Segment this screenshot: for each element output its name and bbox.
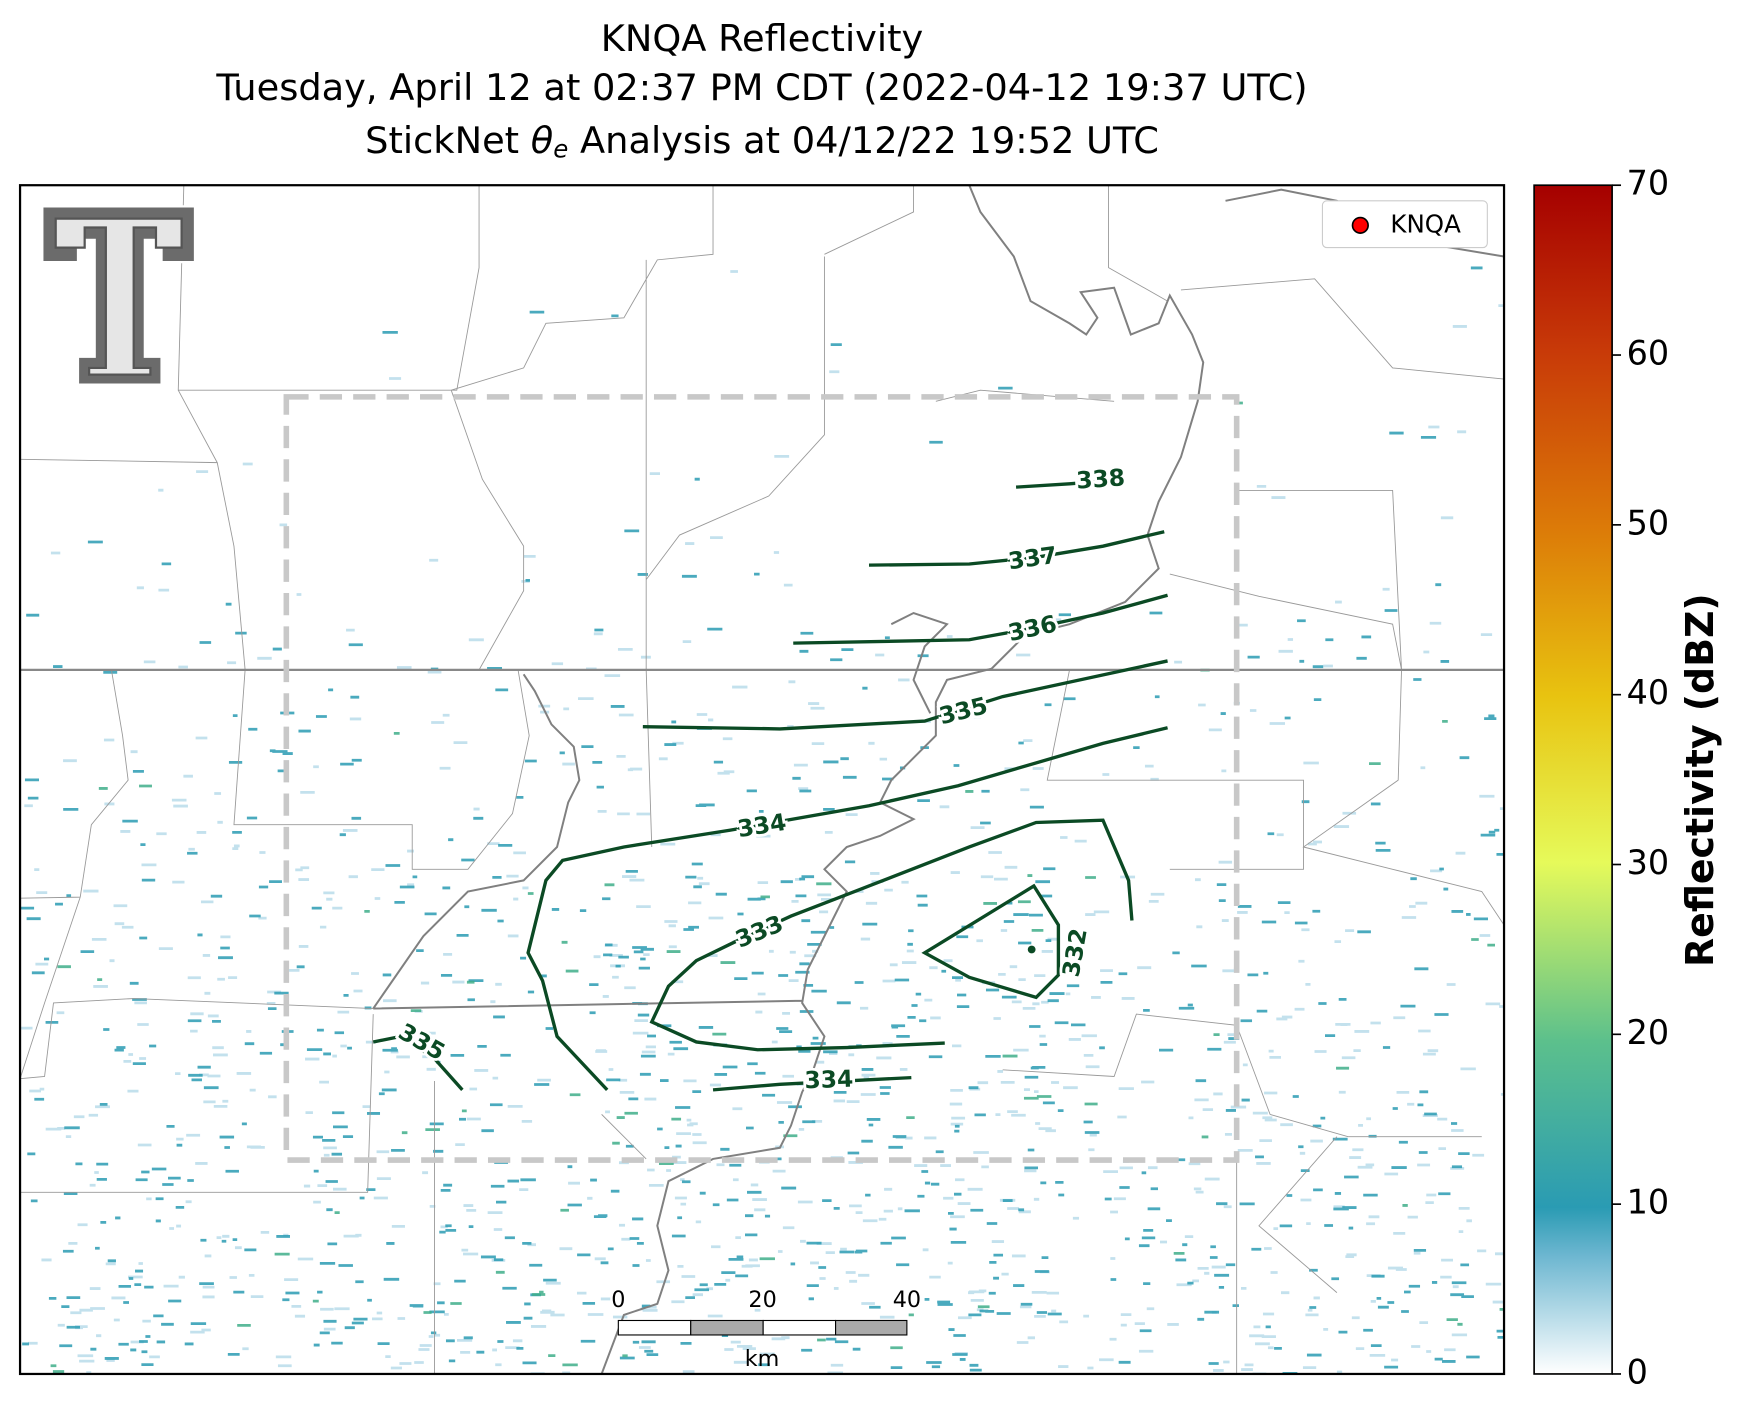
legend: KNQA	[1321, 200, 1488, 249]
contour-label: 338	[1075, 463, 1126, 494]
legend-marker	[1351, 216, 1369, 234]
contour	[372, 1034, 464, 1091]
scale-label: 40	[893, 1287, 921, 1313]
title: KNQA Reflectivity	[601, 17, 924, 60]
title-text: StickNet	[365, 118, 531, 161]
colorbar: Reflectivity (dBZ) 0 10 20 30 40 50 60 70	[1533, 164, 1722, 1391]
legend-box	[1321, 200, 1488, 249]
map-frame	[18, 184, 1506, 1376]
contour	[868, 530, 1165, 567]
scale-segment	[617, 1319, 692, 1336]
colorbar-tick-label: 70	[1627, 164, 1670, 203]
theta: θ	[531, 118, 553, 161]
contour-label: 332	[1057, 926, 1093, 979]
contour-label: 335	[394, 1017, 450, 1066]
colorbar-tick-label: 30	[1627, 843, 1670, 882]
logo	[41, 205, 197, 386]
colorbar-tick-label: 10	[1627, 1183, 1670, 1222]
title-text: Analysis at 04/12/22 19:52 UTC	[568, 118, 1159, 161]
colorbar-tick-label: 0	[1627, 1352, 1648, 1391]
scale-segment	[835, 1319, 908, 1336]
legend-label: KNQA	[1390, 209, 1461, 238]
scale-segment	[762, 1319, 837, 1336]
radar-speckle	[50, 401, 1505, 1374]
colorbar-tick-label: 20	[1627, 1013, 1670, 1052]
colorbar-scale	[1533, 184, 1613, 1375]
subscript: e	[553, 135, 568, 164]
scale-bar: km 0 20 40	[611, 1287, 921, 1372]
contour-label: 336	[1006, 610, 1060, 648]
contour-label: 337	[1006, 541, 1058, 576]
contour-dot	[1027, 945, 1036, 954]
subtitle: Tuesday, April 12 at 02:37 PM CDT (2022-…	[215, 66, 1307, 109]
contour	[526, 726, 1168, 1092]
colorbar-tick-label: 60	[1627, 334, 1670, 373]
contour	[921, 883, 1061, 1000]
contour	[712, 1075, 912, 1092]
scale-unit: km	[745, 1346, 780, 1372]
colorbar-label: Reflectivity (dBZ)	[1678, 593, 1722, 967]
scale-label: 20	[748, 1287, 776, 1313]
contours: 338 337 336 335 335 334 334 333 332	[372, 461, 1169, 1097]
colorbar-tick-label: 50	[1627, 503, 1670, 542]
boundaries	[20, 185, 1505, 1374]
contour-label: 333	[731, 909, 787, 953]
contour	[642, 659, 1168, 731]
scale-label: 0	[611, 1287, 625, 1313]
scale-segment	[690, 1319, 764, 1336]
contour	[649, 818, 1134, 1052]
analysis-domain	[283, 394, 1240, 1163]
contour	[1015, 477, 1126, 489]
contour-label: 334	[736, 808, 789, 843]
analysis-title: StickNet θe Analysis at 04/12/22 19:52 U…	[365, 118, 1159, 163]
contour	[793, 593, 1169, 645]
contour-label: 335	[936, 691, 990, 730]
contour-label: 334	[804, 1065, 854, 1095]
map: 338 337 336 335 335 334 334 333 332 KNQA…	[20, 185, 1505, 1374]
colorbar-tick-label: 40	[1627, 673, 1670, 712]
